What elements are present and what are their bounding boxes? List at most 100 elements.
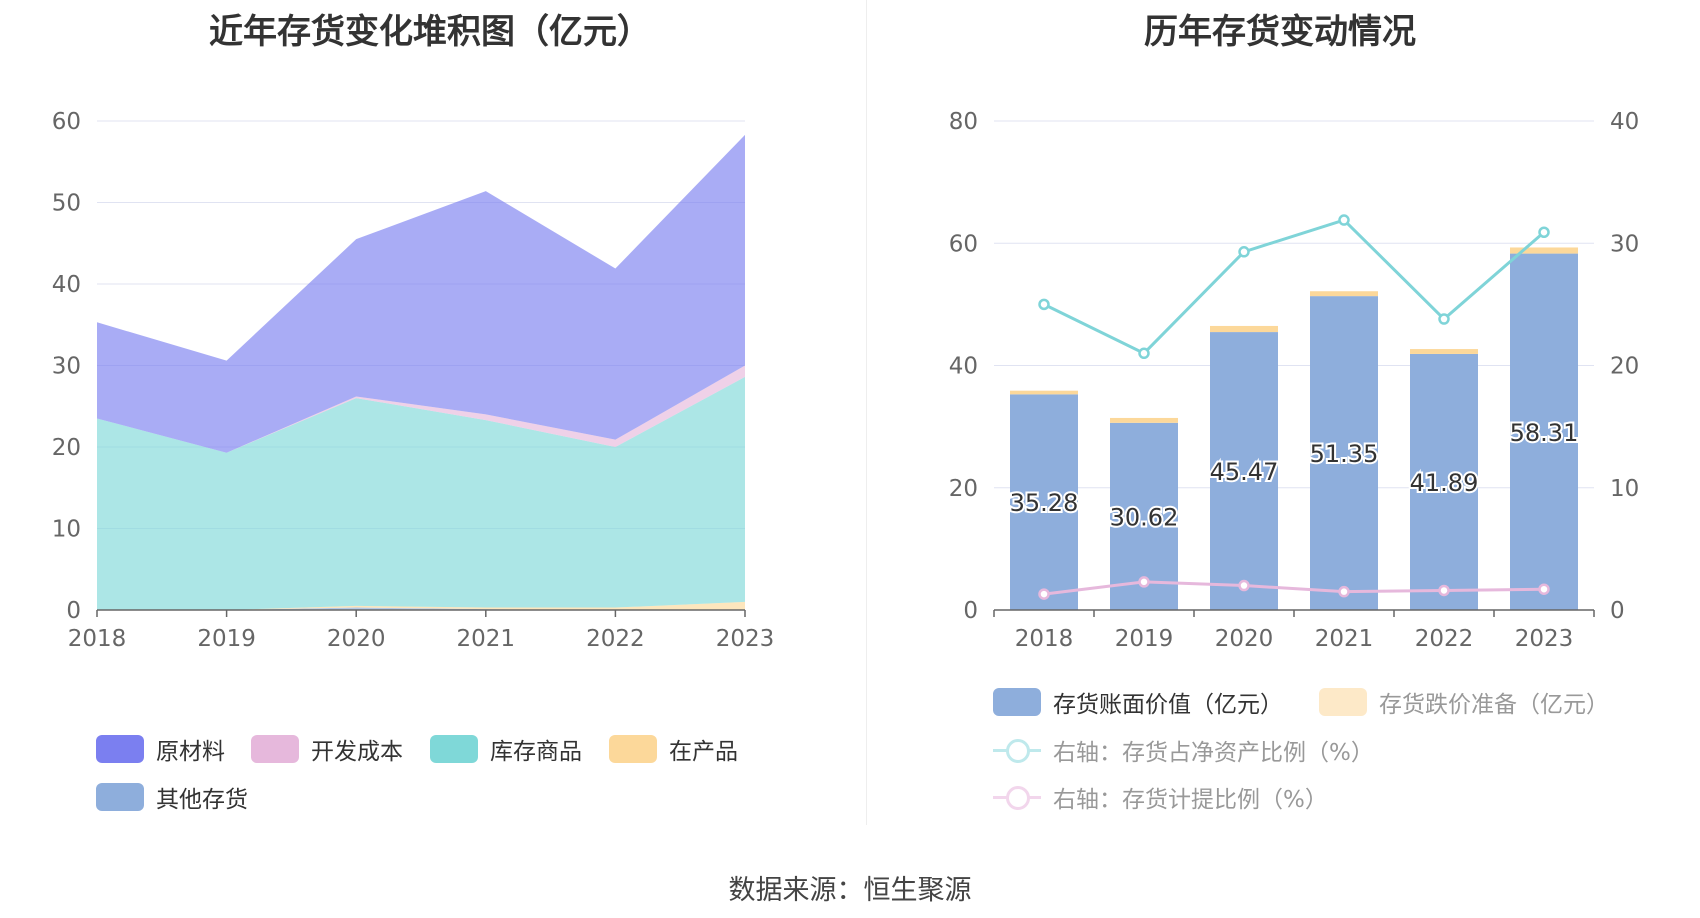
- legend-item-impairment-provision[interactable]: 存货跌价准备（亿元）: [1319, 685, 1609, 719]
- line-point: [1038, 298, 1050, 311]
- x-tick-label: 2023: [716, 626, 775, 650]
- y-tick-label: 60: [949, 231, 978, 257]
- line-legend-icon: [993, 736, 1041, 764]
- bar-book-value: [1410, 353, 1478, 610]
- bar-value-label: 30.62: [1110, 503, 1179, 531]
- legend-swatch: [609, 735, 657, 763]
- line-point: [1138, 347, 1150, 360]
- bar-impairment: [1410, 349, 1478, 354]
- y-tick-label: 60: [52, 109, 81, 135]
- line-point: [1338, 214, 1350, 226]
- legend-item-book-value[interactable]: 存货账面价值（亿元）: [993, 685, 1283, 719]
- line-net-asset-ratio: [1043, 218, 1545, 356]
- legend-swatch: [430, 735, 478, 763]
- x-tick-label: 2019: [197, 626, 256, 650]
- x-tick-label: 2020: [327, 626, 386, 650]
- y2-tick-label: 30: [1610, 231, 1639, 257]
- legend-label: 存货跌价准备（亿元）: [1379, 692, 1609, 718]
- left-chart-title: 近年存货变化堆积图（亿元）: [209, 12, 651, 52]
- y-tick-label: 40: [52, 272, 81, 298]
- y-tick-label: 80: [949, 109, 978, 135]
- legend-item-provision-ratio[interactable]: 右轴：存货计提比例（%）: [993, 780, 1328, 814]
- legend-label: 在产品: [669, 739, 738, 765]
- x-tick-label: 2018: [68, 626, 127, 650]
- x-tick-label: 2022: [586, 626, 645, 650]
- bar-value-label: 58.31: [1510, 419, 1579, 447]
- legend-swatch: [251, 735, 299, 763]
- y-tick-label: 0: [66, 598, 81, 624]
- stacked-area-chart: 0 10 20 30 40 50 60 2018 2019 2020 2021 2022 2023: [52, 109, 775, 650]
- legend-swatch: [96, 783, 144, 811]
- bar-book-value: [1210, 332, 1278, 610]
- line-point: [1338, 585, 1350, 598]
- legend-label: 右轴：存货计提比例（%）: [1053, 787, 1328, 813]
- line-legend-icon: [993, 783, 1041, 811]
- x-tick-label: 2019: [1115, 626, 1174, 650]
- legend-label: 库存商品: [490, 739, 582, 765]
- legend-label: 右轴：存货占净资产比例（%）: [1053, 740, 1374, 766]
- y-tick-label: 20: [52, 435, 81, 461]
- y2-tick-label: 20: [1610, 354, 1639, 380]
- y-tick-label: 40: [949, 354, 978, 380]
- legend-item-other-inventory[interactable]: 其他存货: [96, 780, 248, 814]
- legend-item-development-cost[interactable]: 开发成本: [251, 732, 403, 766]
- data-source-note: 数据来源：恒生聚源: [728, 875, 972, 906]
- panel-divider: [866, 0, 867, 825]
- bar-book-value: [1510, 253, 1578, 610]
- bar-impairment: [1010, 390, 1078, 395]
- x-tick-label: 2020: [1215, 626, 1274, 650]
- legend-item-finished-goods[interactable]: 库存商品: [430, 732, 582, 766]
- legend-label: 存货账面价值（亿元）: [1053, 692, 1283, 718]
- y-tick-label: 30: [52, 354, 81, 380]
- legend-label: 开发成本: [311, 739, 403, 765]
- line-provision-ratio: [1043, 580, 1545, 596]
- bar-impairment: [1110, 417, 1178, 423]
- bar-impairment: [1210, 325, 1278, 333]
- line-point: [1538, 583, 1550, 595]
- line-point: [1438, 584, 1450, 597]
- bar-book-value: [1310, 296, 1378, 610]
- legend-item-raw-materials[interactable]: 原材料: [96, 732, 225, 766]
- bar-impairment: [1310, 291, 1378, 297]
- line-point: [1138, 576, 1150, 588]
- area-库存商品: [97, 376, 745, 610]
- x-tick-label: 2018: [1015, 626, 1074, 650]
- y2-tick-label: 10: [1610, 476, 1639, 502]
- line-point: [1538, 226, 1550, 238]
- right-chart-panel: 历年存货变动情况 0 20 40 60 80 0 10 20 30 40 2018 2019 2020 2…: [860, 0, 1700, 918]
- bar-value-label: 35.28: [1010, 489, 1079, 517]
- area-原材料: [97, 134, 745, 453]
- x-tick-label: 2022: [1415, 626, 1474, 650]
- x-tick-label: 2021: [457, 626, 516, 650]
- area-开发成本: [97, 365, 745, 453]
- left-chart-panel: 近年存货变化堆积图（亿元） 0 10 20 30 40 50 60 2018 2019 2020 2…: [52, 12, 775, 814]
- bar-value-label: 41.89: [1410, 469, 1479, 497]
- legend-label: 其他存货: [156, 787, 248, 813]
- bar-impairment: [1510, 247, 1578, 254]
- bar-value-label: 45.47: [1210, 458, 1279, 486]
- y-tick-label: 20: [949, 476, 978, 502]
- y-tick-label: 10: [52, 517, 81, 543]
- y-tick-label: 50: [52, 191, 81, 217]
- y2-tick-label: 40: [1610, 109, 1639, 135]
- legend-swatch: [96, 735, 144, 763]
- area-在产品: [97, 601, 745, 610]
- legend-item-net-asset-ratio[interactable]: 右轴：存货占净资产比例（%）: [993, 733, 1374, 767]
- bar-value-label: 51.35: [1310, 440, 1379, 468]
- line-point: [1238, 579, 1250, 592]
- right-chart-title: 历年存货变动情况: [1144, 12, 1416, 52]
- x-tick-label: 2021: [1315, 626, 1374, 650]
- area-其他存货: [97, 607, 745, 610]
- legend-label: 原材料: [156, 739, 225, 765]
- y-tick-label: 0: [963, 598, 978, 624]
- legend-swatch: [1319, 688, 1367, 716]
- legend-item-work-in-progress[interactable]: 在产品: [609, 732, 738, 766]
- x-tick-label: 2023: [1515, 626, 1574, 650]
- y2-tick-label: 0: [1610, 598, 1625, 624]
- bar-book-value: [1010, 394, 1078, 610]
- legend-swatch: [993, 688, 1041, 716]
- bar-line-combo-chart: 0 20 40 60 80 0 10 20 30 40 2018 2019 2020 2021 2022 20…: [949, 109, 1640, 650]
- line-point: [1238, 246, 1250, 258]
- line-point: [1038, 588, 1050, 600]
- line-point: [1438, 313, 1450, 325]
